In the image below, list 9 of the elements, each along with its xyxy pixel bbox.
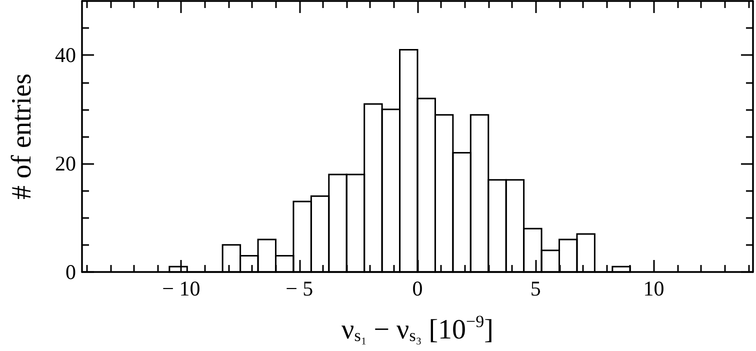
x-tick-label: − 10 <box>162 276 200 300</box>
x-tick-label: 10 <box>643 276 664 300</box>
x-tick-label: − 5 <box>286 276 314 300</box>
y-tick-label: 20 <box>55 152 76 176</box>
y-tick-label: 0 <box>66 260 76 284</box>
x-tick-label: 5 <box>530 276 541 300</box>
y-tick-label: 40 <box>55 43 76 68</box>
x-tick-label: 0 <box>412 276 423 300</box>
y-axis-title: # of entries <box>6 74 38 200</box>
